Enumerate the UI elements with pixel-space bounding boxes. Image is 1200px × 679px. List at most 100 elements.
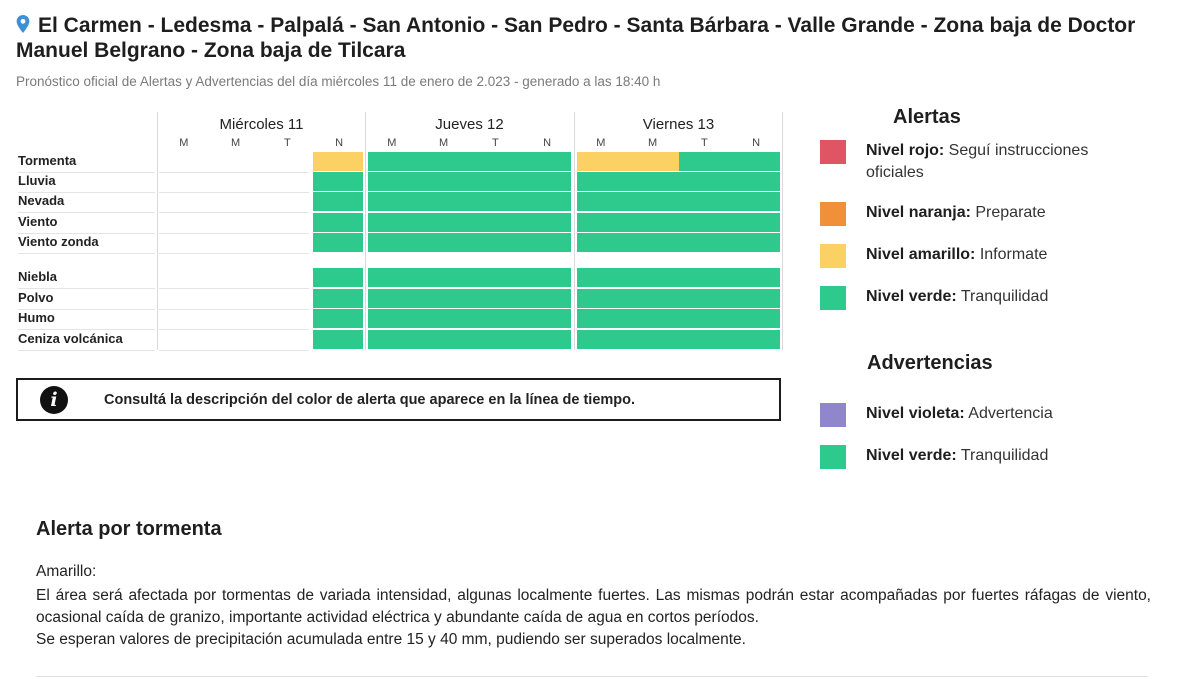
- row-label: Viento zonda: [18, 234, 99, 249]
- row-divider: [159, 192, 309, 193]
- advertencias-heading: Advertencias: [867, 352, 993, 374]
- slot-label: M: [231, 137, 241, 149]
- alert-cell-verde: [577, 233, 627, 252]
- legend-text: Nivel verde: Tranquilidad: [866, 445, 1116, 467]
- alert-cell-verde: [730, 233, 780, 252]
- legend-text: Nivel violeta: Advertencia: [866, 403, 1116, 425]
- row-label: Ceniza volcánica: [18, 331, 123, 346]
- precipitation-note: Se esperan valores de precipitación acum…: [36, 631, 746, 648]
- alert-cell-verde: [577, 172, 627, 191]
- slot-label: M: [387, 137, 397, 149]
- alert-cell-verde: [521, 233, 571, 252]
- row-divider: [159, 172, 309, 173]
- row-divider: [18, 329, 155, 330]
- alert-cell-verde: [368, 289, 418, 308]
- alert-timeline: Miércoles 11 M M T N Jueves 12 M M T N Viernes 13 M…: [0, 0, 800, 360]
- color-swatch: [820, 140, 846, 164]
- alert-cell-verde: [313, 289, 363, 308]
- legend-item-verde: Nivel verde: Tranquilidad: [820, 286, 1180, 332]
- slot-label: N: [752, 137, 761, 149]
- color-swatch: [820, 286, 846, 310]
- alert-cell-verde: [417, 172, 470, 191]
- alert-cell-verde: [368, 309, 418, 328]
- alert-cell-verde: [626, 330, 679, 349]
- alert-cell-verde: [521, 309, 571, 328]
- alert-cell-verde: [678, 172, 731, 191]
- alert-cell-verde: [730, 213, 780, 232]
- alert-cell-verde: [469, 289, 522, 308]
- color-swatch: [820, 445, 846, 469]
- legend-level-desc: Seguí instrucciones oficiales: [866, 142, 1089, 181]
- legend-item-amarillo: Nivel amarillo: Informate: [820, 244, 1180, 290]
- day-label: Jueves 12: [435, 116, 504, 133]
- day-separator: [365, 112, 366, 350]
- row-label: Niebla: [18, 269, 58, 284]
- divider: [36, 676, 1148, 677]
- alert-level-label: Amarillo:: [36, 563, 97, 580]
- alert-cell-verde: [368, 268, 418, 287]
- row-label: Polvo: [18, 290, 54, 305]
- alert-description-title: Alerta por tormenta: [36, 518, 222, 540]
- alert-cell-verde: [521, 172, 571, 191]
- alert-cell-verde: [678, 268, 731, 287]
- alert-cell-verde: [469, 309, 522, 328]
- alert-cell-verde: [521, 152, 571, 171]
- alert-cell-verde: [417, 330, 470, 349]
- alert-cell-verde: [368, 172, 418, 191]
- row-divider: [18, 172, 155, 173]
- row-divider: [18, 350, 155, 351]
- alert-cell-verde: [313, 233, 363, 252]
- alert-cell-amarillo: [577, 152, 627, 171]
- row-divider: [159, 233, 309, 234]
- alert-cell-verde: [577, 289, 627, 308]
- alert-cell-verde: [368, 192, 418, 211]
- alert-cell-verde: [626, 213, 679, 232]
- row-divider: [159, 329, 309, 330]
- alert-cell-verde: [313, 309, 363, 328]
- legend-level-name: Nivel verde:: [866, 288, 957, 305]
- alert-cell-verde: [469, 268, 522, 287]
- alert-cell-verde: [730, 289, 780, 308]
- row-divider: [18, 309, 155, 310]
- alert-description-body: El área será afectada por tormentas de v…: [36, 587, 1151, 626]
- row-label: Viento: [18, 214, 58, 229]
- slot-label: N: [335, 137, 344, 149]
- alert-cell-verde: [368, 330, 418, 349]
- day-separator: [574, 112, 575, 350]
- location-pin-icon: [16, 15, 30, 33]
- row-divider: [18, 233, 155, 234]
- alert-cell-verde: [626, 268, 679, 287]
- alert-cell-verde: [417, 289, 470, 308]
- alert-cell-amarillo: [313, 152, 363, 171]
- alert-cell-verde: [469, 192, 522, 211]
- legend-level-desc: Preparate: [970, 204, 1046, 221]
- alert-cell-verde: [417, 268, 470, 287]
- slot-label: N: [543, 137, 552, 149]
- row-label: Humo: [18, 310, 55, 325]
- legend-level-name: Nivel violeta:: [866, 405, 965, 422]
- alert-cell-verde: [678, 289, 731, 308]
- row-divider: [159, 212, 309, 213]
- row-divider: [18, 288, 155, 289]
- alert-cell-verde: [313, 213, 363, 232]
- alert-cell-verde: [417, 192, 470, 211]
- info-text: Consultá la descripción del color de ale…: [104, 392, 636, 408]
- legend-text: Nivel amarillo: Informate: [866, 244, 1116, 266]
- alert-cell-verde: [521, 330, 571, 349]
- alert-cell-verde: [678, 192, 731, 211]
- alert-cell-verde: [521, 289, 571, 308]
- alert-cell-verde: [730, 152, 780, 171]
- slot-label: T: [492, 137, 499, 149]
- alert-cell-verde: [730, 330, 780, 349]
- legend-level-desc: Tranquilidad: [956, 447, 1049, 464]
- row-divider: [18, 192, 155, 193]
- row-divider: [159, 288, 309, 289]
- alert-cell-verde: [577, 213, 627, 232]
- alert-cell-verde: [678, 213, 731, 232]
- alertas-heading: Alertas: [893, 106, 961, 128]
- legend-level-name: Nivel verde:: [866, 447, 957, 464]
- legend-item-rojo: Nivel rojo: Seguí instrucciones oficiale…: [820, 140, 1180, 186]
- alert-cell-verde: [521, 213, 571, 232]
- info-icon: i: [40, 386, 68, 414]
- alert-cell-verde: [678, 152, 731, 171]
